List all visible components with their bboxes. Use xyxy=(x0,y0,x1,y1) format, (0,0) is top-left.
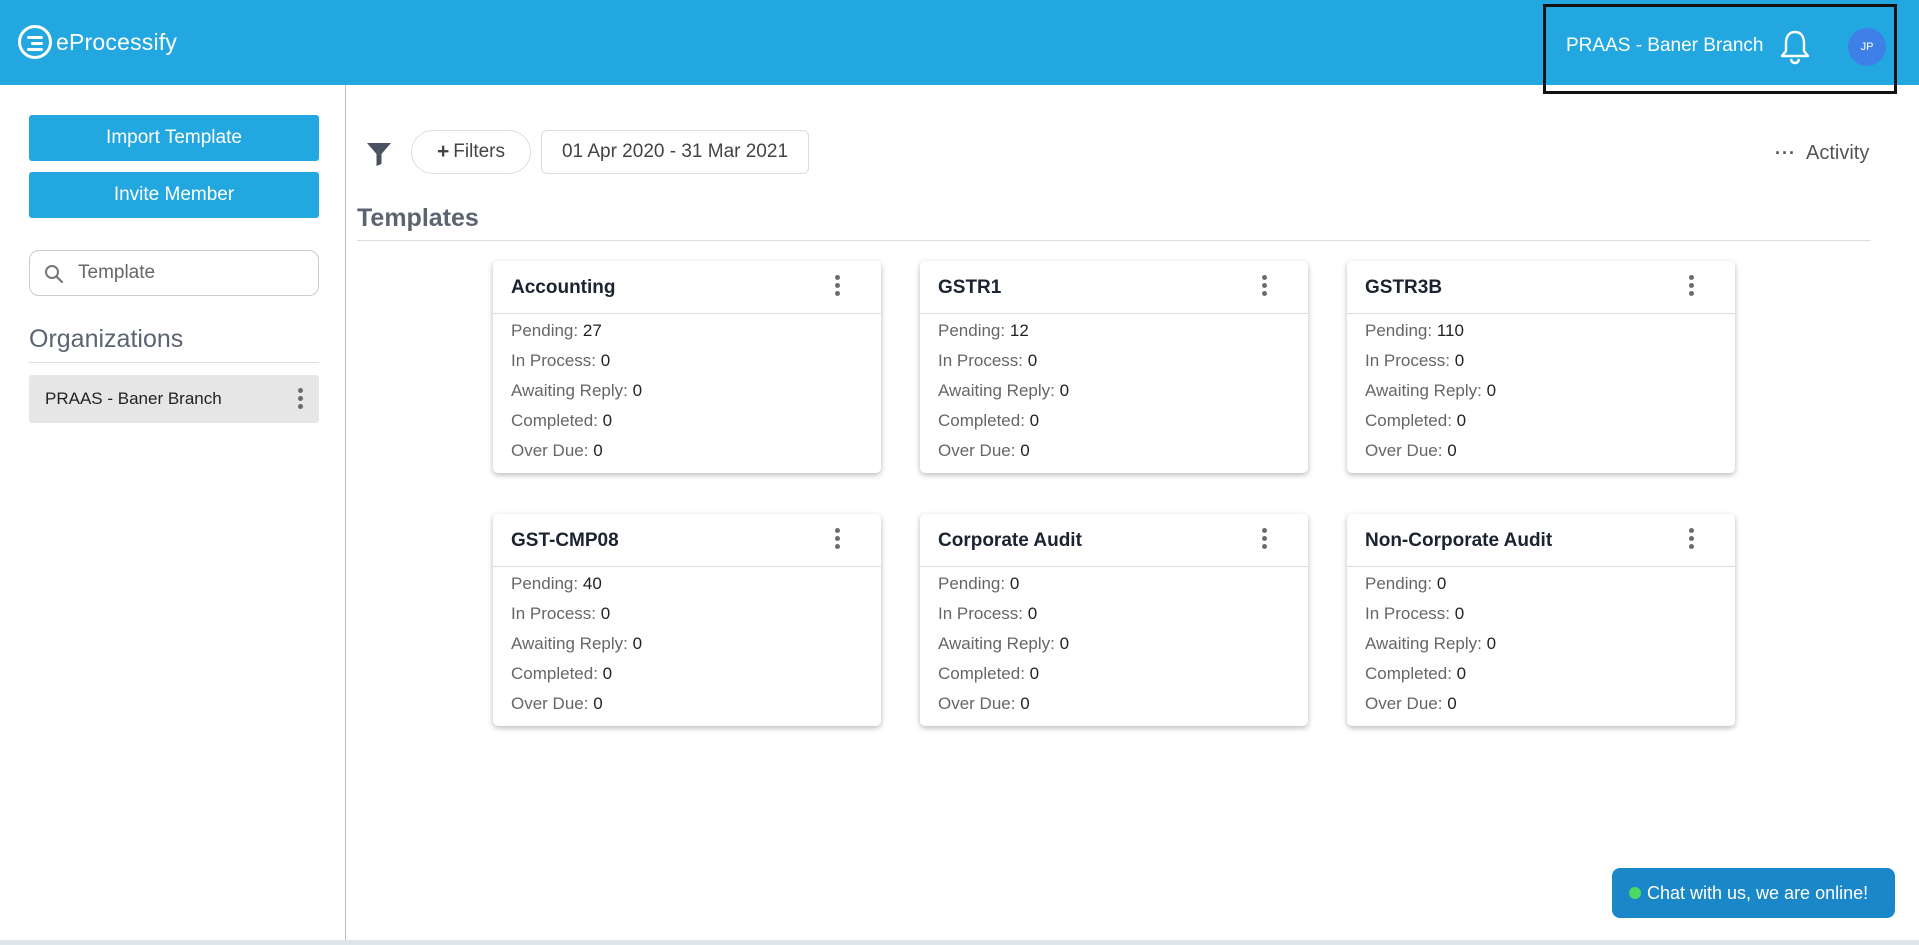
more-options-icon[interactable] xyxy=(1262,528,1268,550)
plus-icon: + xyxy=(437,140,450,163)
organization-label: PRAAS - Baner Branch xyxy=(45,389,222,408)
stat-over-due: Over Due: 0 xyxy=(1365,694,1457,713)
stat-pending: Pending: 0 xyxy=(1365,574,1447,593)
template-card[interactable]: GSTR1 Pending: 12 In Process: 0 Awaiting… xyxy=(920,261,1308,473)
more-options-icon[interactable] xyxy=(1262,275,1268,297)
activity-button[interactable]: ··· Activity xyxy=(1775,140,1869,166)
more-options-icon[interactable] xyxy=(1689,275,1695,297)
chat-label: Chat with us, we are online! xyxy=(1647,882,1869,903)
stat-in-process: In Process: 0 xyxy=(938,351,1038,370)
stat-over-due: Over Due: 0 xyxy=(511,441,603,460)
stat-awaiting-reply: Awaiting Reply: 0 xyxy=(1365,381,1497,400)
top-header: eProcessify PRAAS - Baner Branch JP xyxy=(0,0,1919,94)
stat-over-due: Over Due: 0 xyxy=(938,441,1030,460)
stat-awaiting-reply: Awaiting Reply: 0 xyxy=(938,381,1070,400)
stat-awaiting-reply: Awaiting Reply: 0 xyxy=(511,381,643,400)
stat-completed: Completed: 0 xyxy=(1365,411,1467,430)
stat-pending: Pending: 12 xyxy=(938,321,1029,340)
stat-in-process: In Process: 0 xyxy=(1365,351,1465,370)
stat-pending: Pending: 110 xyxy=(1365,321,1464,340)
template-card[interactable]: GST-CMP08 Pending: 40 In Process: 0 Awai… xyxy=(493,514,881,726)
stat-completed: Completed: 0 xyxy=(1365,664,1467,683)
card-stats: Pending: 40 In Process: 0 Awaiting Reply… xyxy=(493,567,881,721)
stat-awaiting-reply: Awaiting Reply: 0 xyxy=(938,634,1070,653)
card-header: GSTR3B xyxy=(1347,261,1735,314)
stat-completed: Completed: 0 xyxy=(511,664,613,683)
search-input[interactable] xyxy=(78,259,308,287)
template-search xyxy=(29,250,319,296)
stat-over-due: Over Due: 0 xyxy=(511,694,603,713)
stat-awaiting-reply: Awaiting Reply: 0 xyxy=(1365,634,1497,653)
app-logo[interactable]: eProcessify xyxy=(18,25,177,59)
stat-in-process: In Process: 0 xyxy=(1365,604,1465,623)
import-template-button[interactable]: Import Template xyxy=(29,115,319,161)
avatar[interactable]: JP xyxy=(1848,28,1886,66)
card-header: Corporate Audit xyxy=(920,514,1308,567)
template-card[interactable]: Corporate Audit Pending: 0 In Process: 0… xyxy=(920,514,1308,726)
card-stats: Pending: 110 In Process: 0 Awaiting Repl… xyxy=(1347,314,1735,468)
card-title: GSTR1 xyxy=(938,277,1002,298)
header-user-area: PRAAS - Baner Branch JP xyxy=(1543,4,1897,94)
search-icon xyxy=(45,265,64,284)
card-title: GSTR3B xyxy=(1365,277,1443,298)
sidebar: Import Template Invite Member Organizati… xyxy=(0,85,346,945)
card-title: Corporate Audit xyxy=(938,530,1082,551)
template-card[interactable]: Accounting Pending: 27 In Process: 0 Awa… xyxy=(493,261,881,473)
date-range-picker[interactable]: 01 Apr 2020 - 31 Mar 2021 xyxy=(541,130,809,174)
stat-completed: Completed: 0 xyxy=(511,411,613,430)
template-card[interactable]: GSTR3B Pending: 110 In Process: 0 Awaiti… xyxy=(1347,261,1735,473)
more-options-icon[interactable] xyxy=(298,388,304,410)
ellipsis-icon: ··· xyxy=(1775,143,1796,163)
stat-pending: Pending: 40 xyxy=(511,574,602,593)
template-card[interactable]: Non-Corporate Audit Pending: 0 In Proces… xyxy=(1347,514,1735,726)
filter-icon[interactable] xyxy=(366,141,392,167)
bell-icon[interactable] xyxy=(1779,29,1811,65)
card-stats: Pending: 12 In Process: 0 Awaiting Reply… xyxy=(920,314,1308,468)
organization-item[interactable]: PRAAS - Baner Branch xyxy=(29,375,319,423)
app-name: eProcessify xyxy=(56,28,178,55)
branch-selector[interactable]: PRAAS - Baner Branch xyxy=(1566,35,1764,56)
card-title: GST-CMP08 xyxy=(511,530,619,551)
card-stats: Pending: 0 In Process: 0 Awaiting Reply:… xyxy=(920,567,1308,721)
more-options-icon[interactable] xyxy=(1689,528,1695,550)
card-header: GSTR1 xyxy=(920,261,1308,314)
stat-in-process: In Process: 0 xyxy=(511,351,611,370)
activity-label: Activity xyxy=(1805,141,1870,164)
more-options-icon[interactable] xyxy=(835,528,841,550)
bottom-scrollbar[interactable] xyxy=(0,940,1919,945)
card-stats: Pending: 0 In Process: 0 Awaiting Reply:… xyxy=(1347,567,1735,721)
card-stats: Pending: 27 In Process: 0 Awaiting Reply… xyxy=(493,314,881,468)
stat-in-process: In Process: 0 xyxy=(938,604,1038,623)
filters-label: Filters xyxy=(453,141,505,162)
stat-in-process: In Process: 0 xyxy=(511,604,611,623)
filters-button[interactable]: + Filters xyxy=(411,130,531,174)
more-options-icon[interactable] xyxy=(835,275,841,297)
stat-pending: Pending: 0 xyxy=(938,574,1020,593)
card-title: Non-Corporate Audit xyxy=(1365,530,1553,551)
card-header: GST-CMP08 xyxy=(493,514,881,567)
card-title: Accounting xyxy=(511,277,616,298)
stat-over-due: Over Due: 0 xyxy=(938,694,1030,713)
online-status-icon xyxy=(1629,887,1641,899)
invite-member-button[interactable]: Invite Member xyxy=(29,172,319,218)
stat-pending: Pending: 27 xyxy=(511,321,602,340)
templates-heading: Templates xyxy=(357,204,479,232)
card-header: Accounting xyxy=(493,261,881,314)
stat-completed: Completed: 0 xyxy=(938,411,1040,430)
stat-awaiting-reply: Awaiting Reply: 0 xyxy=(511,634,643,653)
organizations-heading: Organizations xyxy=(29,325,184,353)
divider xyxy=(29,362,319,363)
chat-widget-button[interactable]: Chat with us, we are online! xyxy=(1612,868,1895,918)
card-header: Non-Corporate Audit xyxy=(1347,514,1735,567)
logo-icon xyxy=(18,25,52,59)
divider xyxy=(357,240,1871,241)
stat-over-due: Over Due: 0 xyxy=(1365,441,1457,460)
stat-completed: Completed: 0 xyxy=(938,664,1040,683)
